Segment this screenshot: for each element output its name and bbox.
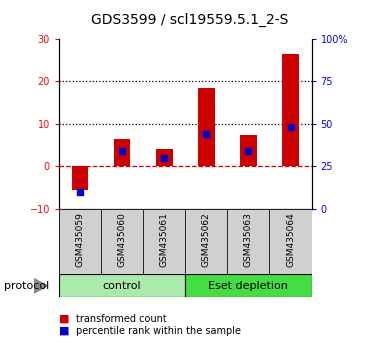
Text: GSM435064: GSM435064 <box>286 212 295 267</box>
Bar <box>114 139 130 166</box>
Text: GSM435061: GSM435061 <box>160 212 169 267</box>
Bar <box>143 209 185 274</box>
Bar <box>71 166 89 190</box>
Text: GSM435060: GSM435060 <box>117 212 127 267</box>
Bar <box>269 209 312 274</box>
Polygon shape <box>34 279 48 293</box>
Bar <box>282 54 299 166</box>
Text: Eset depletion: Eset depletion <box>209 281 288 291</box>
Bar <box>101 209 143 274</box>
Text: GSM435062: GSM435062 <box>202 212 211 267</box>
Text: control: control <box>103 281 141 291</box>
Bar <box>227 209 269 274</box>
Text: ■: ■ <box>59 314 70 324</box>
Bar <box>185 209 227 274</box>
Text: ■: ■ <box>59 326 70 336</box>
Text: protocol: protocol <box>4 281 49 291</box>
Bar <box>198 88 215 166</box>
Text: GSM435063: GSM435063 <box>244 212 253 267</box>
Text: transformed count: transformed count <box>76 314 167 324</box>
Bar <box>240 135 257 166</box>
Text: GDS3599 / scl19559.5.1_2-S: GDS3599 / scl19559.5.1_2-S <box>91 12 289 27</box>
Bar <box>185 274 312 297</box>
Text: percentile rank within the sample: percentile rank within the sample <box>76 326 241 336</box>
Text: GSM435059: GSM435059 <box>76 212 84 267</box>
Bar <box>156 149 173 166</box>
Bar <box>59 209 101 274</box>
Bar <box>59 274 185 297</box>
